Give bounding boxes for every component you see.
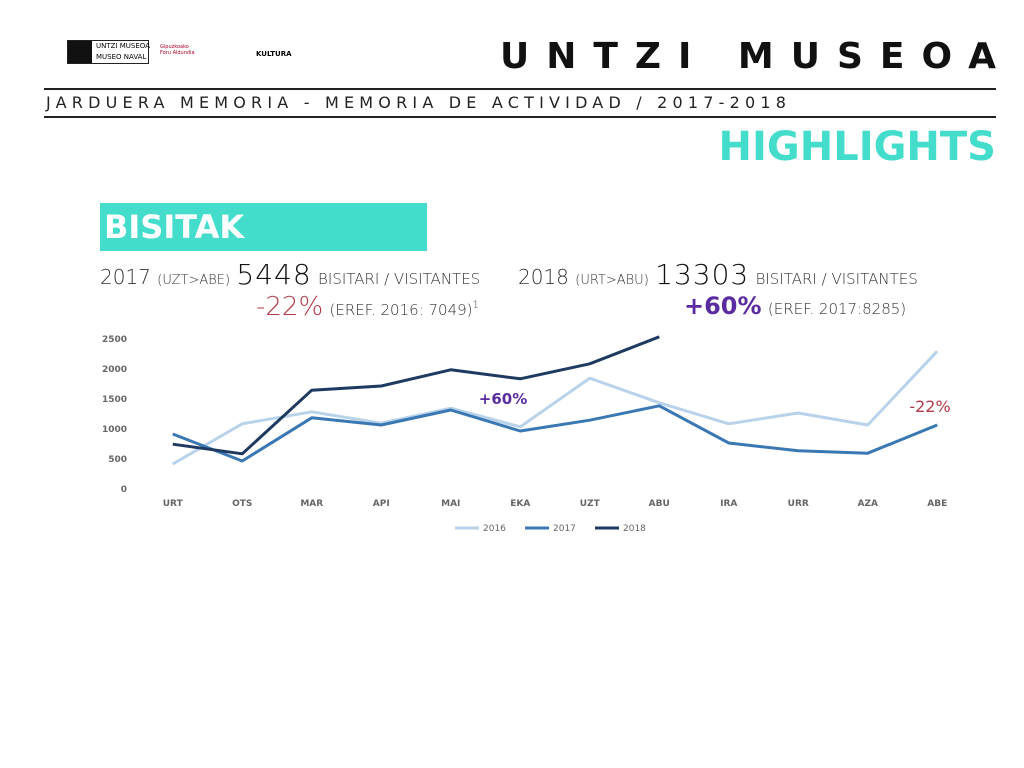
year: 2017 [100, 265, 151, 289]
footnote: 1 [472, 299, 479, 311]
logo-box [68, 41, 92, 63]
stat-change: -22% (EREF. 2016: 7049)1 [256, 292, 479, 322]
x-tick-label: MAI [441, 499, 460, 509]
unit: BISITARI / VISITANTES [755, 270, 918, 288]
legend-label: 2018 [623, 524, 646, 534]
series-line [171, 350, 939, 466]
x-tick-label: API [373, 499, 390, 509]
section: HIGHLIGHTS [718, 124, 996, 170]
number: 5448 [236, 258, 312, 291]
logo-sub: MUSEO NAVAL [96, 53, 147, 61]
x-tick-label: URT [163, 499, 184, 509]
period: (UZT>ABE) [157, 273, 231, 288]
legend-label: 2017 [553, 524, 576, 534]
change: -22% [256, 292, 324, 322]
annotation: +60% [479, 390, 527, 408]
ref: (EREF. 2017:8285) [767, 300, 907, 318]
logo-name: UNTZI MUSEOA [96, 42, 150, 50]
logo: UNTZI MUSEOA MUSEO NAVAL [67, 40, 150, 64]
unit: BISITARI / VISITANTES [318, 270, 481, 288]
annotation: -22% [909, 397, 950, 416]
rule [44, 88, 996, 90]
period: (URT>ABU) [575, 273, 649, 288]
y-tick-label: 0 [121, 485, 127, 495]
heading: BISITAK [100, 203, 427, 251]
rule [44, 116, 996, 118]
x-tick-label: URR [788, 499, 809, 509]
stat-change: +60% (EREF. 2017:8285) [684, 292, 906, 320]
number: 13303 [655, 258, 750, 291]
y-tick-label: 500 [108, 455, 127, 465]
change: +60% [684, 292, 762, 320]
y-tick-label: 2500 [102, 335, 127, 345]
y-tick-label: 2000 [102, 365, 127, 375]
x-tick-label: EKA [510, 499, 530, 509]
x-tick-label: OTS [232, 499, 252, 509]
title: UNTZI MUSEOA [499, 36, 1013, 77]
sponsor: Gipuzkoako Foru Aldundia [160, 44, 195, 56]
legend-label: 2016 [483, 524, 506, 534]
x-tick-label: ABE [927, 499, 947, 509]
series-line [172, 335, 660, 456]
x-tick-label: AZA [858, 499, 878, 509]
sponsor-2: KULTURA [256, 50, 292, 58]
x-tick-label: UZT [580, 499, 601, 509]
subtitle: JARDUERA MEMORIA - MEMORIA DE ACTIVIDAD … [46, 93, 792, 112]
ref: (EREF. 2016: 7049) [329, 301, 473, 319]
x-tick-label: IRA [720, 499, 737, 509]
stat: 2017 (UZT>ABE) 5448 BISITARI / VISITANTE… [100, 258, 480, 291]
year: 2018 [518, 265, 569, 289]
y-tick-label: 1500 [102, 395, 127, 405]
x-tick-label: ABU [649, 499, 670, 509]
x-tick-label: MAR [300, 499, 323, 509]
stat: 2018 (URT>ABU) 13303 BISITARI / VISITANT… [518, 258, 918, 291]
y-tick-label: 1000 [102, 425, 127, 435]
series-line [172, 404, 938, 463]
